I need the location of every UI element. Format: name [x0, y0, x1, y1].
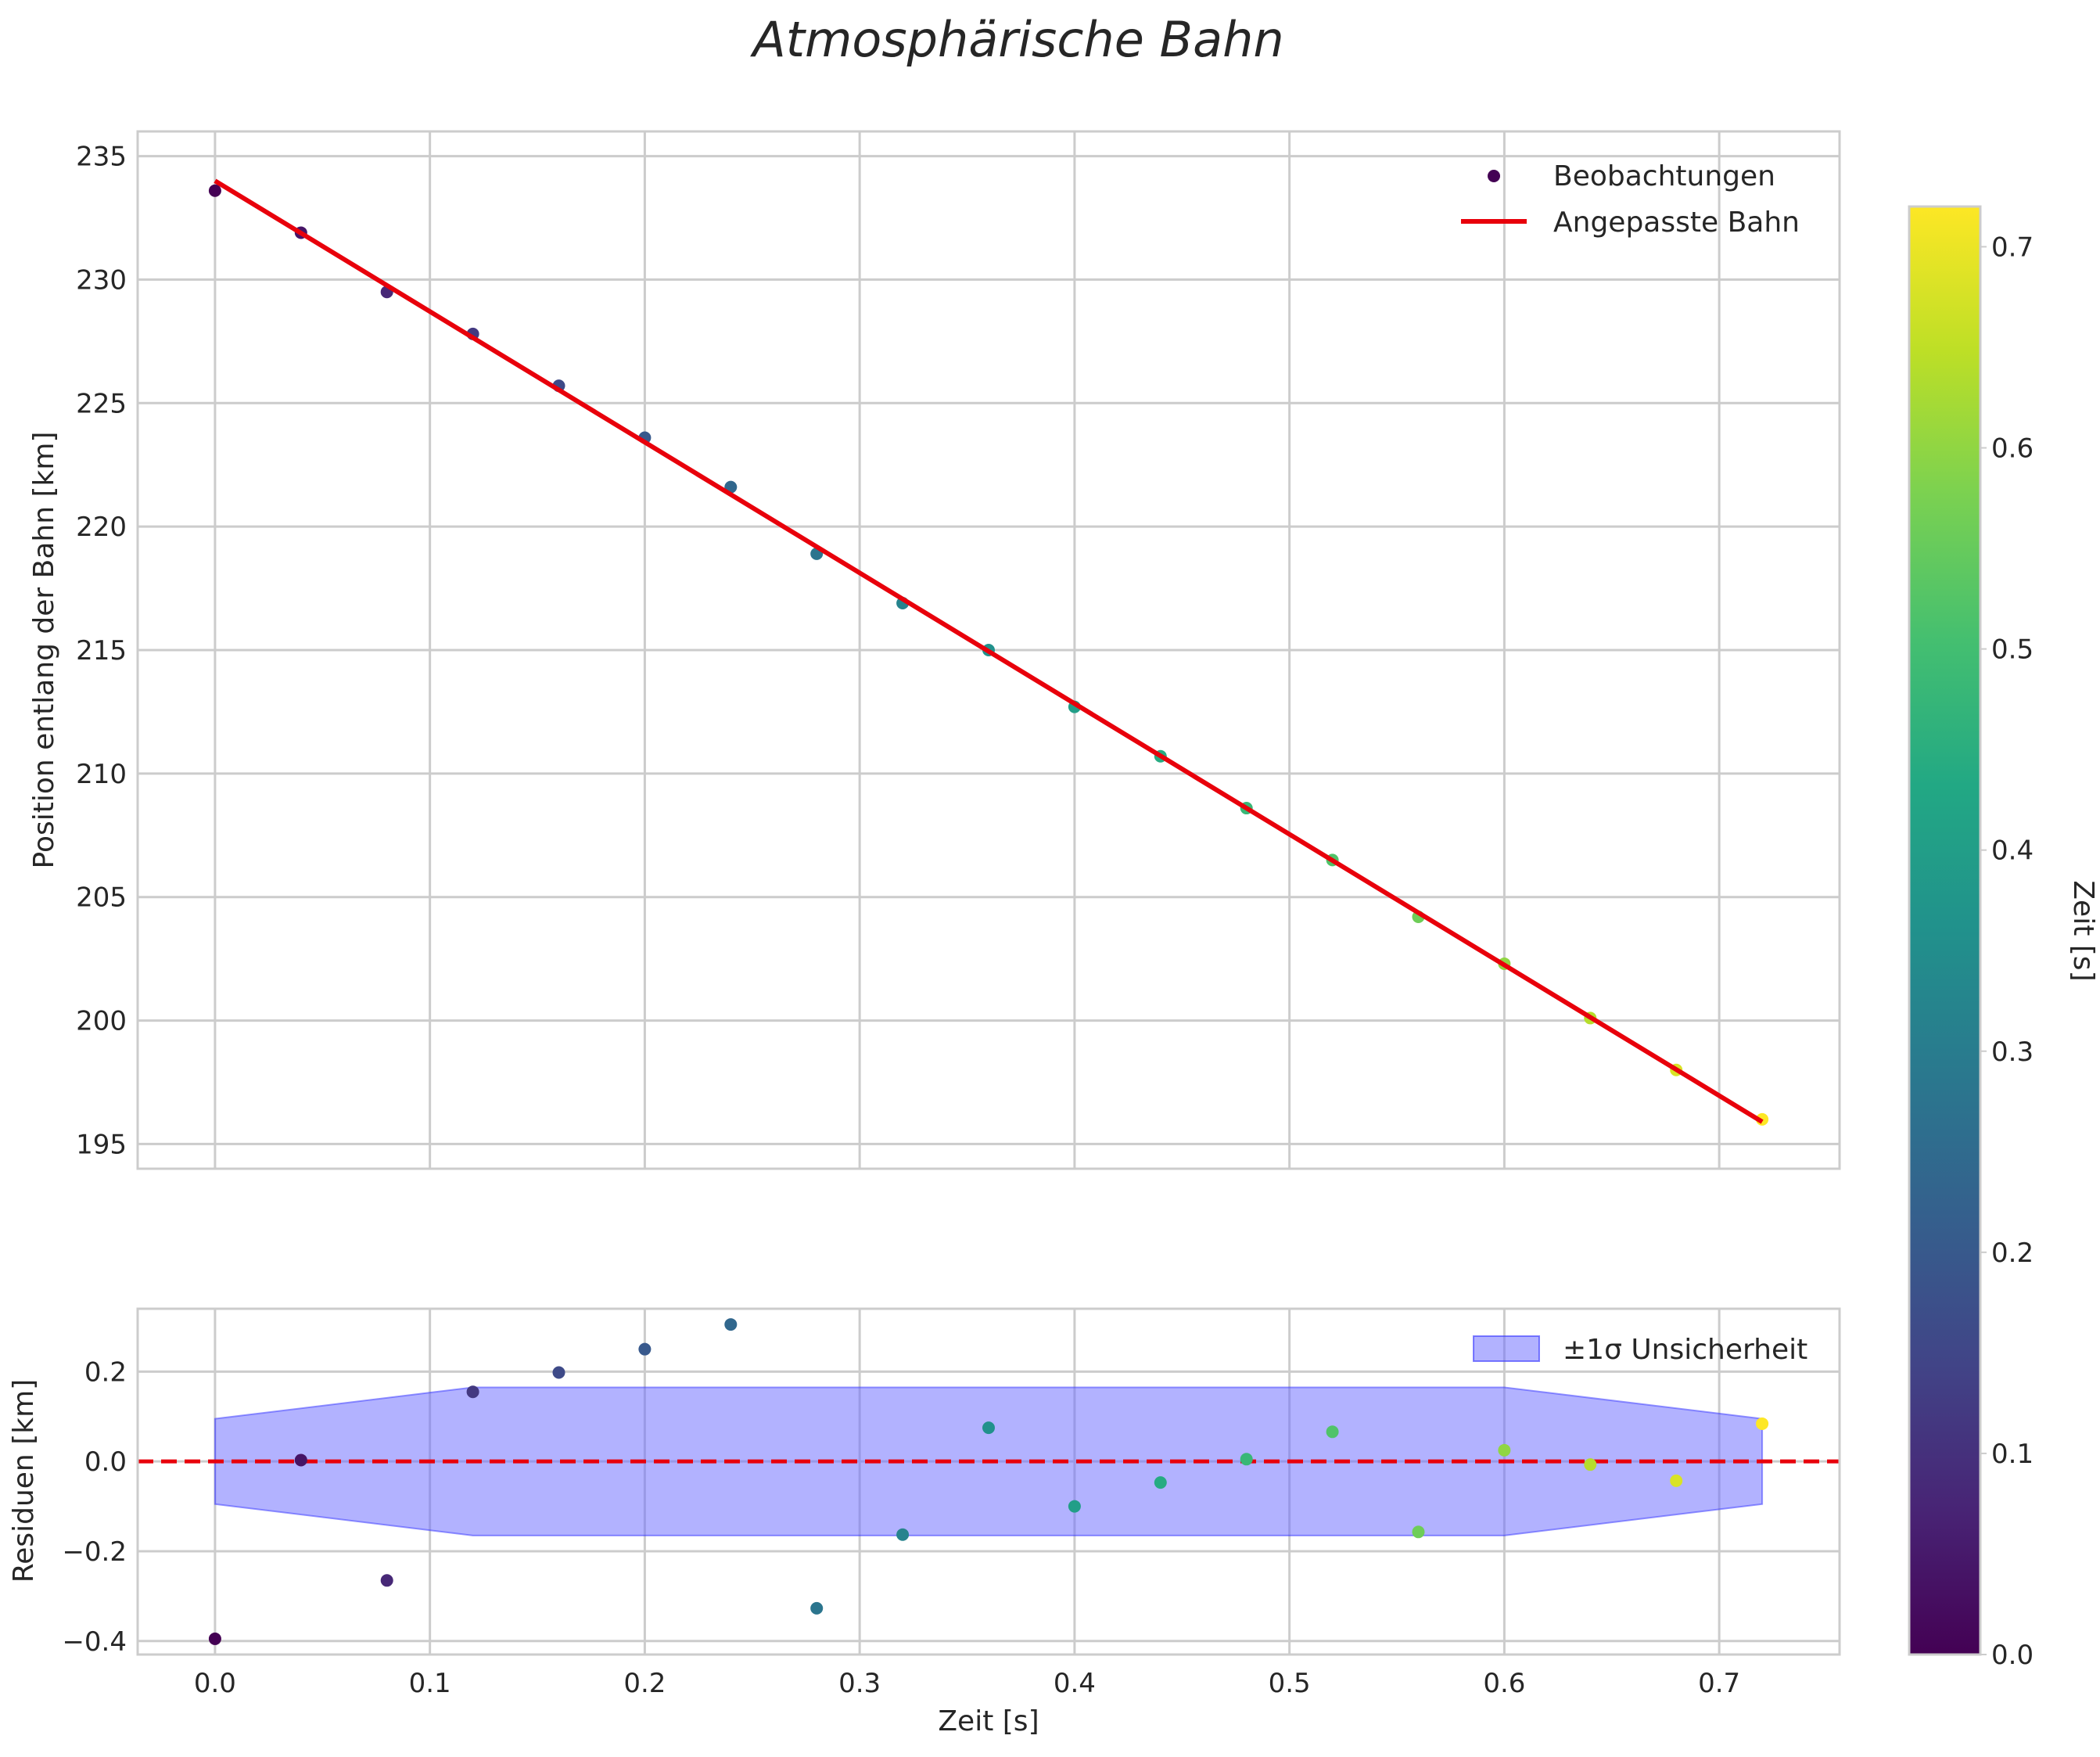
- main-y-tick-label: 210: [76, 759, 127, 790]
- residual-y-tick-label: −0.4: [62, 1626, 127, 1658]
- colorbar: 0.0 0.1 0.2 0.3 0.4 0.5 0.6 0.7 Zeit [s]: [1908, 205, 2099, 1671]
- colorbar-tick-label: 0.0: [1991, 1640, 2034, 1671]
- residual-y-tick-label: −0.2: [62, 1536, 127, 1568]
- residual-point: [1498, 1443, 1511, 1457]
- residual-point: [1412, 1525, 1425, 1539]
- residual-panel: −0.4 −0.2 0.0 0.2 0.0 0.1 0.2 0.3 0.4 0.5 0.6 0.7 R…: [8, 1307, 1841, 1737]
- colorbar-tick-label: 0.6: [1991, 433, 2034, 465]
- main-y-tick-label: 195: [76, 1129, 127, 1160]
- residual-point: [1154, 1476, 1167, 1489]
- residual-y-tick-label: 0.2: [84, 1356, 127, 1388]
- main-y-tick-label: 230: [76, 264, 127, 296]
- main-y-axis-label: Position entlang der Bahn [km]: [28, 432, 60, 869]
- residual-point: [294, 1453, 307, 1467]
- legend-label-fit: Angepasste Bahn: [1553, 207, 1800, 239]
- x-tick-label: 0.7: [1698, 1668, 1740, 1699]
- colorbar-tick-label: 0.5: [1991, 634, 2034, 666]
- main-y-tick-label: 200: [76, 1006, 127, 1037]
- main-y-tick-label: 205: [76, 882, 127, 914]
- residual-point: [1670, 1474, 1683, 1487]
- x-axis-label: Zeit [s]: [938, 1705, 1039, 1737]
- residual-point: [380, 1574, 393, 1587]
- residual-ticks: −0.4 −0.2 0.0 0.2 0.0 0.1 0.2 0.3 0.4 0.5 0.6 0.7: [62, 1356, 1740, 1699]
- x-tick-label: 0.4: [1054, 1668, 1096, 1699]
- main-marks: [208, 178, 1769, 1126]
- colorbar-label: Zeit [s]: [2067, 880, 2099, 981]
- x-tick-label: 0.1: [409, 1668, 451, 1699]
- residual-point: [724, 1318, 738, 1331]
- legend-label-observations: Beobachtungen: [1553, 160, 1775, 192]
- x-tick-label: 0.2: [623, 1668, 666, 1699]
- main-y-tick-label: 235: [76, 142, 127, 173]
- residual-point: [638, 1342, 652, 1356]
- residual-point: [1240, 1453, 1253, 1466]
- main-y-tick-label: 225: [76, 388, 127, 419]
- chart-title: Atmosphärische Bahn: [749, 11, 1283, 68]
- legend-marker-band: [1473, 1335, 1540, 1362]
- main-y-ticks: 195 200 205 210 215 220 225 230 235: [76, 142, 127, 1161]
- residual-point: [1584, 1458, 1597, 1471]
- observation-point: [208, 184, 221, 197]
- main-axes-frame: [136, 130, 1841, 1170]
- main-panel: 195 200 205 210 215 220 225 230 235 Position ent…: [28, 130, 1841, 1170]
- residual-point: [1326, 1425, 1339, 1439]
- residual-point: [896, 1528, 910, 1541]
- residual-y-axis-label: Residuen [km]: [8, 1379, 40, 1583]
- residual-point: [466, 1385, 479, 1399]
- residual-point: [982, 1421, 995, 1435]
- main-legend: Beobachtungen Angepasste Bahn: [1461, 160, 1800, 239]
- residual-axes-frame: [136, 1307, 1841, 1656]
- legend-label-band: ±1σ Unsicherheit: [1563, 1334, 1807, 1366]
- legend-marker-observations: [1488, 170, 1500, 182]
- x-tick-label: 0.3: [838, 1668, 881, 1699]
- colorbar-tick-label: 0.1: [1991, 1439, 2034, 1470]
- colorbar-tick-label: 0.2: [1991, 1238, 2034, 1269]
- residual-marks: [138, 1318, 1840, 1645]
- x-tick-label: 0.5: [1269, 1668, 1311, 1699]
- residual-point: [208, 1632, 221, 1645]
- residual-point: [1756, 1417, 1769, 1430]
- fit-line: [214, 178, 1764, 1124]
- residual-legend: ±1σ Unsicherheit: [1473, 1334, 1807, 1366]
- residual-point: [810, 1601, 824, 1615]
- residual-point: [1068, 1500, 1081, 1513]
- x-tick-label: 0.6: [1483, 1668, 1525, 1699]
- colorbar-tick-label: 0.3: [1991, 1037, 2034, 1068]
- colorbar-tick-label: 0.7: [1991, 232, 2034, 263]
- colorbar-ticks: 0.0 0.1 0.2 0.3 0.4 0.5 0.6 0.7: [1980, 232, 2034, 1671]
- colorbar-tick-label: 0.4: [1991, 835, 2034, 867]
- main-y-tick-label: 220: [76, 512, 127, 543]
- x-tick-label: 0.0: [194, 1668, 236, 1699]
- residual-y-tick-label: 0.0: [84, 1446, 127, 1478]
- residual-point: [552, 1366, 565, 1379]
- colorbar-gradient: [1908, 205, 1982, 1656]
- main-y-tick-label: 215: [76, 635, 127, 667]
